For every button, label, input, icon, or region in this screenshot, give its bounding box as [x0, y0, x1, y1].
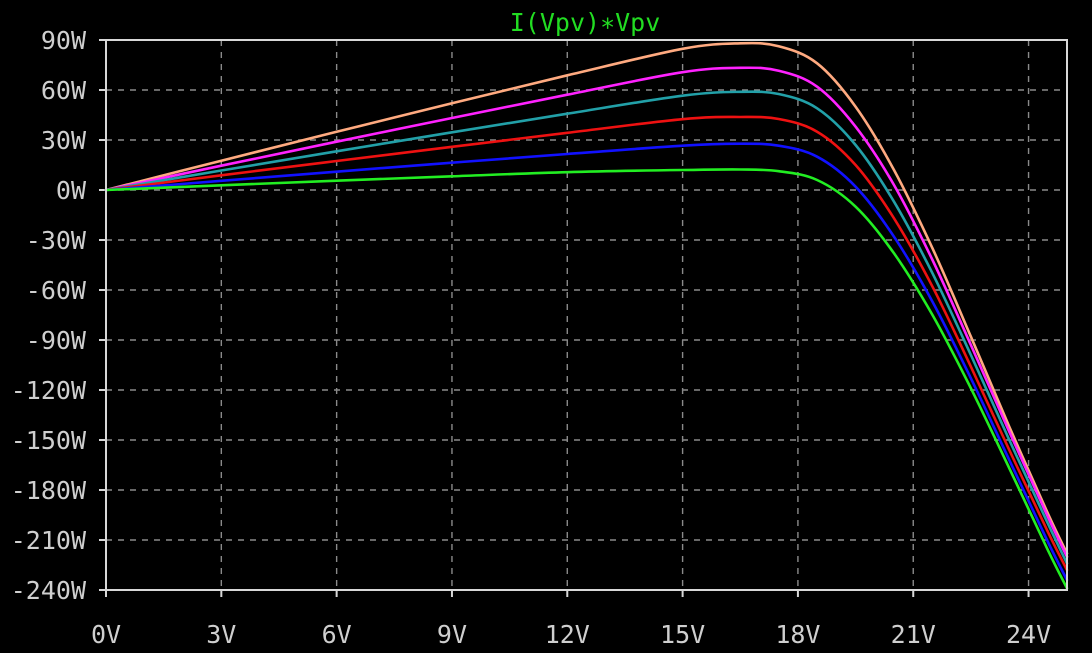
tick-labels: 0V 3V 6V 9V 12V 15V 18V 21V 24V 90W 60W 30W 0W -30W -6… [11, 26, 1051, 649]
y-tick-label: -30W [26, 226, 87, 255]
plot-frame [105, 39, 1068, 591]
grid-lines [106, 40, 1067, 590]
series-line-5 [104, 142, 1069, 582]
x-tick-label: 24V [1006, 620, 1051, 648]
y-tick-label: -60W [26, 276, 87, 305]
series-line-2 [104, 66, 1069, 558]
series-line-1 [104, 41, 1069, 555]
x-tick-label: 0V [91, 620, 121, 648]
x-tick-label: 6V [322, 620, 352, 648]
x-tick-label: 9V [437, 620, 467, 648]
chart-title: I(Vpv)∗Vpv [510, 8, 661, 37]
series-lines [104, 41, 1069, 590]
y-tick-label: -210W [11, 526, 87, 555]
y-tick-label: -90W [26, 326, 87, 355]
x-tick-label: 18V [775, 620, 820, 648]
y-tick-label: 60W [41, 76, 87, 105]
series-line-6 [104, 168, 1069, 590]
y-tick-label: 30W [41, 126, 87, 155]
x-tick-label: 12V [545, 620, 590, 648]
x-tick-label: 3V [206, 620, 236, 648]
y-tick-label: -180W [11, 476, 87, 505]
y-tick-label: -120W [11, 376, 87, 405]
y-tick-label: -150W [11, 426, 87, 455]
axis-ticks [99, 39, 1030, 597]
series-line-4 [104, 115, 1069, 572]
x-tick-label: 15V [660, 620, 705, 648]
series-line-3 [104, 90, 1069, 565]
y-tick-label: -240W [11, 576, 87, 605]
y-tick-label: 0W [56, 176, 87, 205]
y-tick-label: 90W [41, 26, 87, 55]
x-tick-label: 21V [891, 620, 936, 648]
